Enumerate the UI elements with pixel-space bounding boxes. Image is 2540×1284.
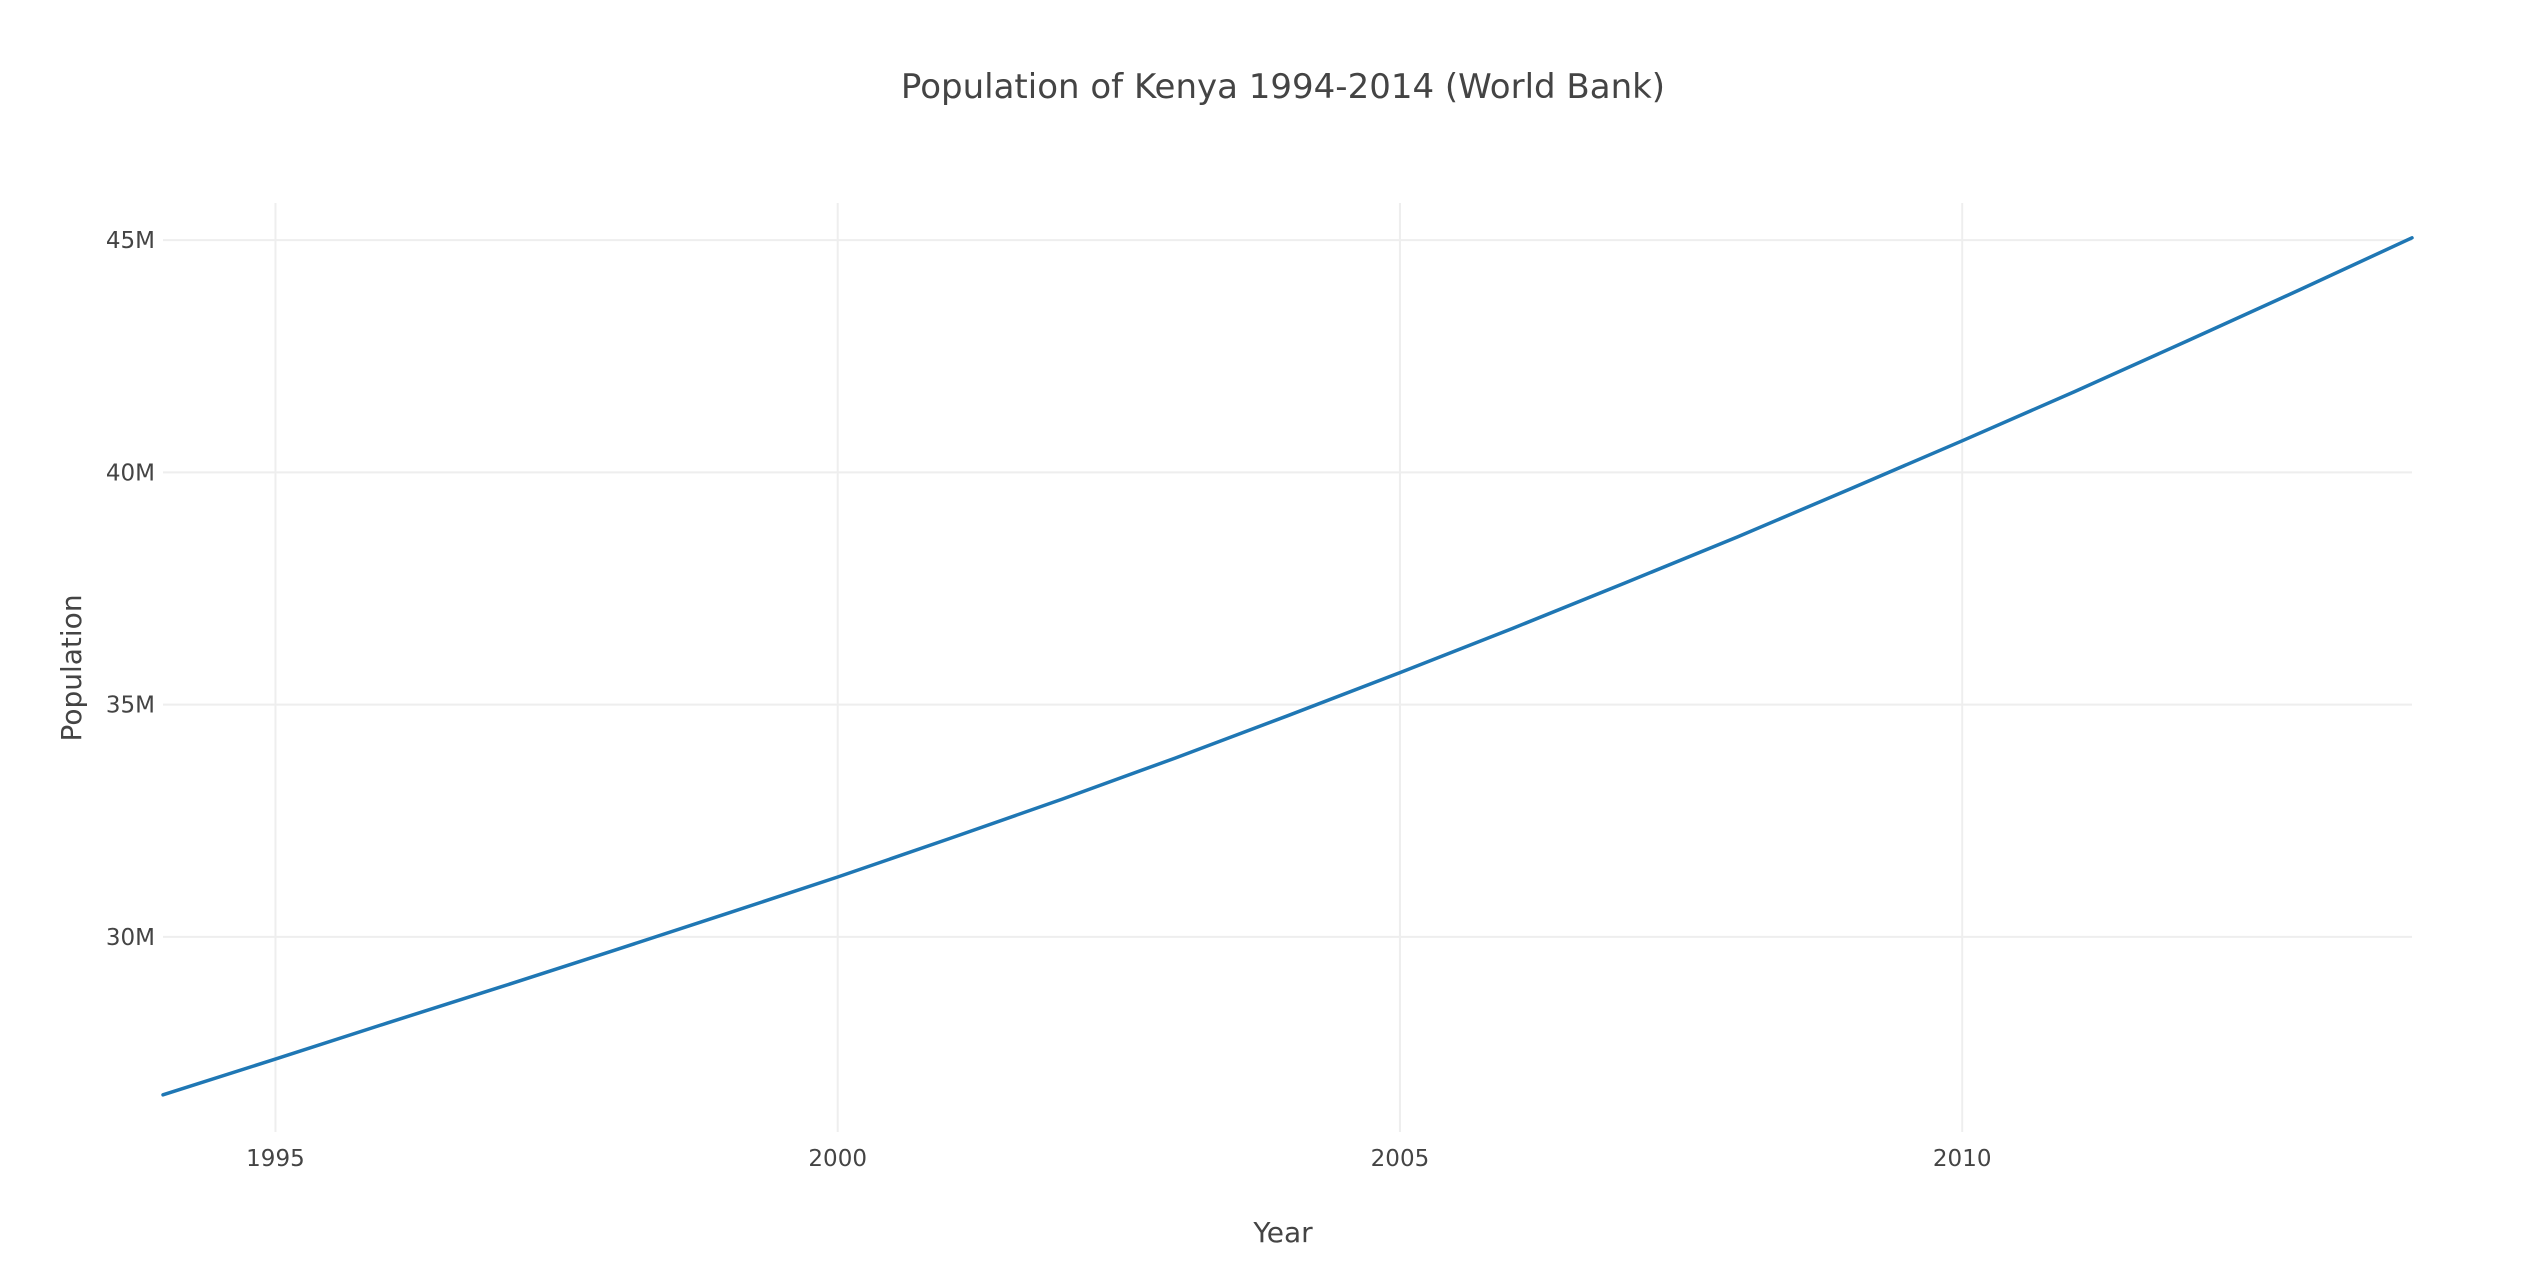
chart-title: Population of Kenya 1994-2014 (World Ban… — [901, 67, 1665, 107]
y-tick-label: 45M — [106, 228, 155, 254]
y-axis-ticks: 30M 35M 40M 45M — [106, 228, 155, 951]
x-tick-label: 2010 — [1933, 1146, 1992, 1172]
population-series-line — [161, 236, 2414, 1097]
x-axis-ticks: 1995 2000 2005 2010 — [246, 1146, 1991, 1172]
x-tick-label: 2005 — [1371, 1146, 1430, 1172]
y-tick-label: 35M — [106, 693, 155, 719]
grid — [163, 203, 2412, 1132]
x-tick-label: 2000 — [808, 1146, 867, 1172]
x-axis-title: Year — [1252, 1216, 1313, 1249]
y-tick-label: 40M — [106, 460, 155, 486]
y-axis-title: Population — [55, 594, 88, 741]
x-tick-label: 1995 — [246, 1146, 305, 1172]
series-layer — [161, 236, 2414, 1097]
y-tick-label: 30M — [106, 925, 155, 951]
